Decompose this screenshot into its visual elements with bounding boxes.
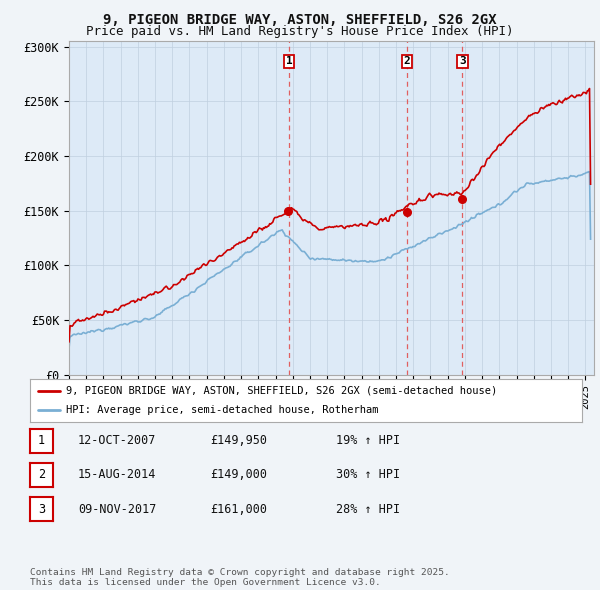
Text: 3: 3 (38, 503, 45, 516)
Text: 28% ↑ HPI: 28% ↑ HPI (336, 503, 400, 516)
Text: 09-NOV-2017: 09-NOV-2017 (78, 503, 157, 516)
Text: 12-OCT-2007: 12-OCT-2007 (78, 434, 157, 447)
Text: 15-AUG-2014: 15-AUG-2014 (78, 468, 157, 481)
Text: 2: 2 (38, 468, 45, 481)
Text: Contains HM Land Registry data © Crown copyright and database right 2025.
This d: Contains HM Land Registry data © Crown c… (30, 568, 450, 587)
Text: 1: 1 (38, 434, 45, 447)
Text: £149,000: £149,000 (210, 468, 267, 481)
Text: 3: 3 (459, 56, 466, 66)
Text: 2: 2 (403, 56, 410, 66)
Text: 30% ↑ HPI: 30% ↑ HPI (336, 468, 400, 481)
Text: £149,950: £149,950 (210, 434, 267, 447)
Text: 9, PIGEON BRIDGE WAY, ASTON, SHEFFIELD, S26 2GX: 9, PIGEON BRIDGE WAY, ASTON, SHEFFIELD, … (103, 13, 497, 27)
Text: 1: 1 (286, 56, 292, 66)
Text: Price paid vs. HM Land Registry's House Price Index (HPI): Price paid vs. HM Land Registry's House … (86, 25, 514, 38)
Text: £161,000: £161,000 (210, 503, 267, 516)
Text: 9, PIGEON BRIDGE WAY, ASTON, SHEFFIELD, S26 2GX (semi-detached house): 9, PIGEON BRIDGE WAY, ASTON, SHEFFIELD, … (66, 386, 497, 396)
Text: HPI: Average price, semi-detached house, Rotherham: HPI: Average price, semi-detached house,… (66, 405, 379, 415)
Text: 19% ↑ HPI: 19% ↑ HPI (336, 434, 400, 447)
